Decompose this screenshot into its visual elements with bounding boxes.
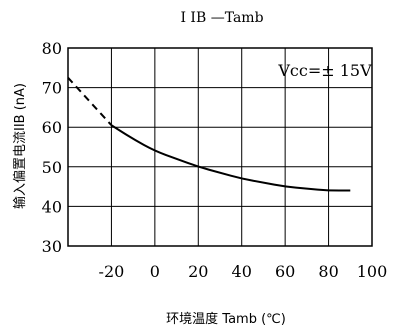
y-tick-label: 30 [42,237,62,256]
y-tick-label: 80 [42,39,62,58]
grid [68,48,372,246]
plot-frame [67,47,373,247]
series-line-solid [110,124,351,192]
x-tick-label: 20 [188,262,208,281]
x-tick-label: 100 [357,262,388,281]
chart-title: I IB —Tamb [180,10,263,26]
x-axis-label: 环境温度 Tamb (℃) [166,311,286,327]
y-axis-label: 输入偏置电流IIB (nA) [12,83,28,209]
x-tick-label: 0 [150,262,160,281]
y-tick-label: 40 [42,197,62,216]
x-tick-label: 40 [232,262,252,281]
series-line-dashed [67,77,113,126]
series-group [67,77,351,192]
x-tick-labels: -20 0 20 40 60 80 100 [99,262,388,281]
x-tick-label: 60 [275,262,295,281]
y-tick-label: 50 [42,158,62,177]
y-tick-label: 60 [42,118,62,137]
x-tick-label: 80 [318,262,338,281]
annotation-vcc: Vcc=± 15V [277,61,372,80]
y-tick-labels: 30 40 50 60 70 80 [42,39,62,256]
y-tick-label: 70 [42,79,62,98]
x-tick-label: -20 [99,262,125,281]
